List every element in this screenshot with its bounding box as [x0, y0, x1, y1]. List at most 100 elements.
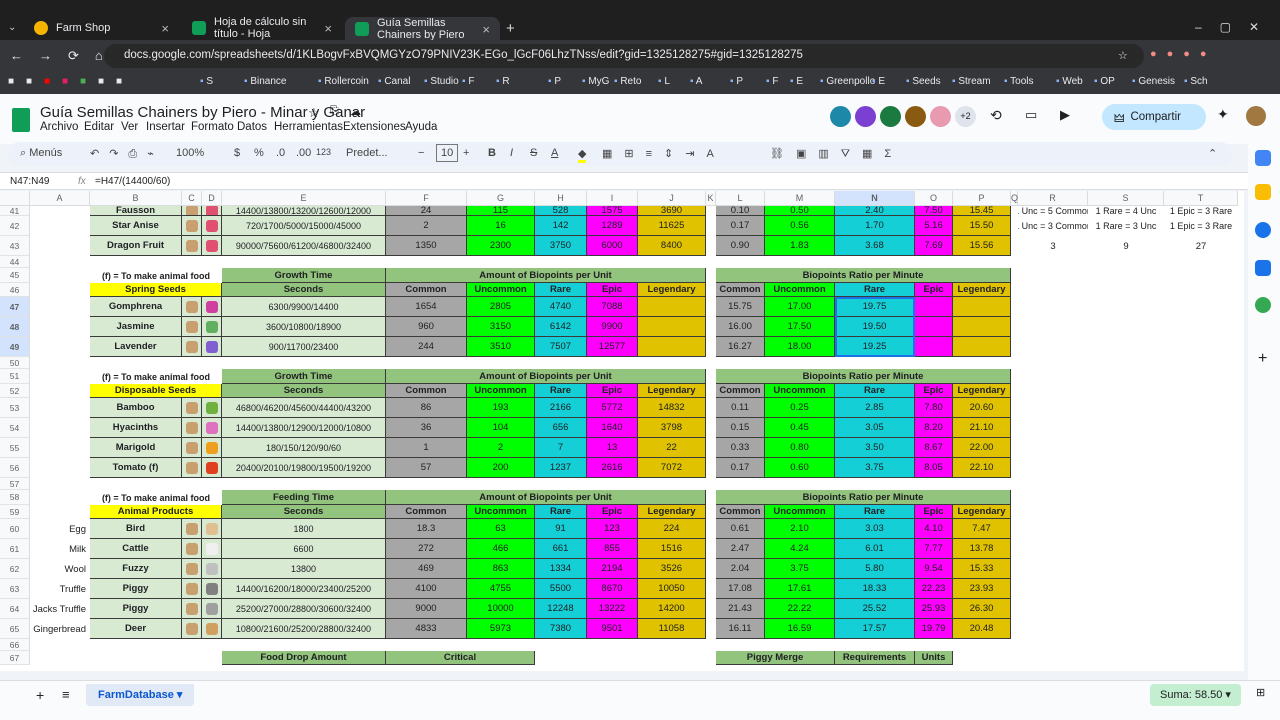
row-header-59[interactable]: 59: [0, 505, 30, 519]
keep-icon[interactable]: [1255, 184, 1271, 200]
sum-indicator[interactable]: Suma: 58.50 ▾: [1150, 684, 1241, 706]
ratio-value[interactable]: 1.70: [835, 216, 915, 236]
growth-seconds[interactable]: 720/1700/5000/15000/45000: [222, 216, 386, 236]
column-header-M[interactable]: M: [765, 191, 835, 206]
item-name[interactable]: Fausson: [90, 206, 182, 216]
ratio-value[interactable]: 0.25: [765, 398, 835, 418]
plant-icon[interactable]: [202, 236, 222, 256]
spreadsheet-grid[interactable]: A B C D E F G H I J K L M N O P Q R S T 41 42 43 44 45 46 47 48 49 50…: [0, 191, 1244, 671]
plant-icon[interactable]: [202, 579, 222, 599]
conversion-note[interactable]: 1 Rare = 4 Unc: [1095, 206, 1157, 216]
biopoints-value[interactable]: 1289: [587, 216, 638, 236]
rarity-header[interactable]: Common: [386, 283, 467, 297]
row-header-50[interactable]: 50: [0, 357, 30, 369]
seconds-header[interactable]: Seconds: [222, 505, 386, 519]
ratio-value[interactable]: 21.10: [953, 418, 1011, 438]
select-all-corner[interactable]: [0, 191, 30, 206]
ratio-value[interactable]: 0.15: [716, 418, 765, 438]
close-icon[interactable]: ×: [482, 21, 490, 37]
row-header-44[interactable]: 44: [0, 256, 30, 268]
bookmark-item[interactable]: ▪ Tools: [1004, 76, 1034, 87]
biopoints-value[interactable]: 115: [467, 206, 535, 216]
column-header-A[interactable]: A: [30, 191, 90, 206]
growth-seconds[interactable]: 46800/46200/45600/44400/43200: [222, 398, 386, 418]
plant-icon[interactable]: [202, 398, 222, 418]
ratio-value[interactable]: 15.50: [953, 216, 1011, 236]
ratio-header[interactable]: Biopoints Ratio per Minute: [716, 369, 1011, 384]
avatar[interactable]: [830, 106, 851, 127]
rarity-header[interactable]: Uncommon: [765, 384, 835, 398]
ratio-value[interactable]: 3.50: [835, 438, 915, 458]
browser-tab-untitled-sheet[interactable]: Hoja de cálculo sin título - Hoja ×: [182, 16, 342, 40]
biopoints-value[interactable]: 12248: [535, 599, 587, 619]
bookmark-item[interactable]: ▪ MyG: [582, 76, 610, 87]
add-addon-icon[interactable]: +: [1258, 350, 1268, 367]
ratio-value[interactable]: 16.59: [765, 619, 835, 639]
menu-datos[interactable]: Datos: [237, 121, 268, 133]
row-header-61[interactable]: 61: [0, 539, 30, 559]
more-formats[interactable]: 123: [316, 147, 332, 157]
category-header[interactable]: Animal Products: [90, 505, 222, 519]
row-header-45[interactable]: 45: [0, 268, 30, 283]
ratio-value[interactable]: 18.00: [765, 337, 835, 357]
item-name[interactable]: Gomphrena: [90, 297, 182, 317]
row-header-49[interactable]: 49: [0, 337, 30, 357]
ratio-value[interactable]: 3.75: [835, 458, 915, 478]
row-header-43[interactable]: 43: [0, 236, 30, 256]
bookmark-icon[interactable]: ■: [26, 76, 33, 87]
row-header-53[interactable]: 53: [0, 398, 30, 418]
biopoints-value[interactable]: 855: [587, 539, 638, 559]
product-name[interactable]: Milk: [69, 543, 86, 555]
biopoints-value[interactable]: 193: [467, 398, 535, 418]
ratio-value[interactable]: 7.69: [915, 236, 953, 256]
calendar-icon[interactable]: [1255, 150, 1271, 166]
url-field[interactable]: docs.google.com/spreadsheets/d/1KLBogvFx…: [104, 44, 1144, 68]
column-header-G[interactable]: G: [467, 191, 535, 206]
ratio-value[interactable]: 22.23: [915, 579, 953, 599]
piggy-merge-header[interactable]: Piggy Merge: [716, 651, 835, 665]
biopoints-value[interactable]: 9000: [386, 599, 467, 619]
growth-seconds[interactable]: 6300/9900/14400: [222, 297, 386, 317]
menu-herramientas[interactable]: Herramientas: [274, 121, 344, 133]
item-name[interactable]: Dragon Fruit: [90, 236, 182, 256]
menu-ver[interactable]: Ver: [121, 121, 139, 133]
biopoints-value[interactable]: 244: [386, 337, 467, 357]
biopoints-value[interactable]: 123: [587, 519, 638, 539]
biopoints-value[interactable]: 661: [535, 539, 587, 559]
biopoints-value[interactable]: 1516: [638, 539, 706, 559]
ratio-value[interactable]: 8.20: [915, 418, 953, 438]
seed-pack-icon[interactable]: [182, 579, 202, 599]
ratio-value[interactable]: 5.80: [835, 559, 915, 579]
seed-pack-icon[interactable]: [182, 216, 202, 236]
category-header[interactable]: Spring Seeds: [90, 283, 222, 297]
seed-pack-icon[interactable]: [182, 559, 202, 579]
biopoints-value[interactable]: 22: [638, 438, 706, 458]
undo-redo-print-paint[interactable]: ↶↷⎙⌁: [90, 148, 164, 160]
biopoints-value[interactable]: [638, 297, 706, 317]
bold-button[interactable]: B: [488, 147, 496, 159]
ratio-value[interactable]: 3.05: [835, 418, 915, 438]
bookmark-item[interactable]: ▪ P: [548, 76, 561, 87]
ratio-value[interactable]: 22.00: [953, 438, 1011, 458]
browser-tab-farm-shop[interactable]: Farm Shop ×: [24, 16, 179, 40]
plant-icon[interactable]: [202, 458, 222, 478]
ratio-value[interactable]: 1.83: [765, 236, 835, 256]
seed-pack-icon[interactable]: [182, 458, 202, 478]
close-icon[interactable]: ×: [161, 20, 169, 36]
bookmark-item[interactable]: ▪ Studio: [424, 76, 459, 87]
biopoints-value[interactable]: 3150: [467, 317, 535, 337]
collaborator-avatars[interactable]: +2: [830, 106, 976, 127]
plant-icon[interactable]: [202, 317, 222, 337]
increase-decimal[interactable]: .00: [296, 147, 312, 159]
biopoints-value[interactable]: 3690: [638, 206, 706, 216]
biopoints-value[interactable]: 18.3: [386, 519, 467, 539]
rarity-header[interactable]: Uncommon: [467, 283, 535, 297]
seed-pack-icon[interactable]: [182, 337, 202, 357]
ratio-value[interactable]: 17.00: [765, 297, 835, 317]
font-size-field[interactable]: 10: [436, 144, 459, 162]
menu-ayuda[interactable]: Ayuda: [405, 121, 438, 133]
ratio-value[interactable]: 7.80: [915, 398, 953, 418]
product-name[interactable]: Wool: [64, 563, 86, 575]
product-name[interactable]: Truffle: [59, 583, 86, 595]
tasks-icon[interactable]: [1255, 222, 1271, 238]
